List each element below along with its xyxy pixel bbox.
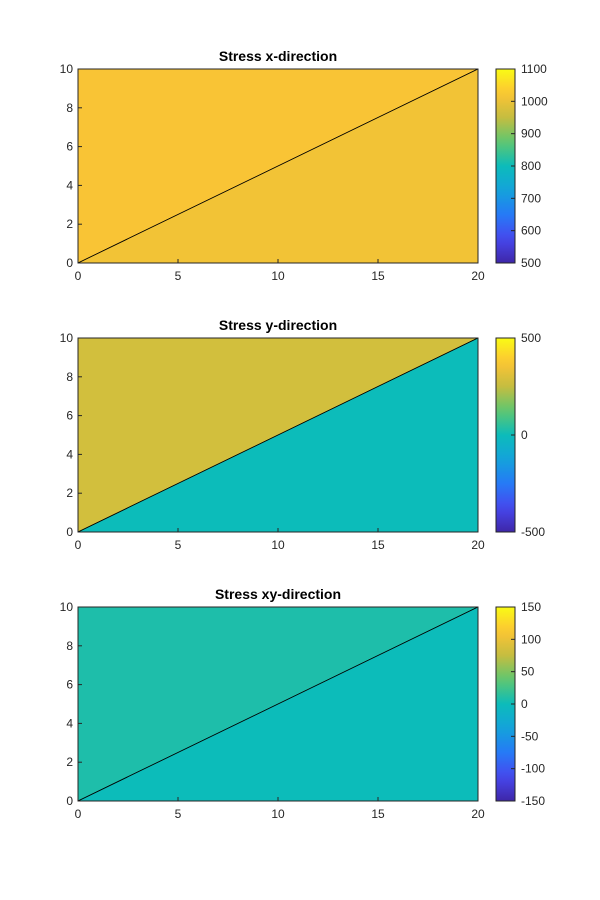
subplot-1: Stress x-direction 0 5 10 15 20 0 2 4 6 8 10 500 600 7…	[60, 48, 548, 283]
colorbar-tick-label: 1100	[521, 62, 547, 76]
subplot-3: Stress xy-direction 0 5 10 15 20 0 2 4 6 8 10 -150 -1…	[60, 586, 546, 821]
y-tick-label: 4	[66, 447, 73, 461]
y-tick-label: 6	[66, 140, 73, 154]
y-tick-label: 2	[66, 755, 73, 769]
y-tick-label: 10	[60, 600, 74, 614]
y-tick-label: 10	[60, 62, 74, 76]
y-tick-label: 2	[66, 217, 73, 231]
colorbar-tick-label: 150	[521, 600, 541, 614]
y-tick-label: 8	[66, 101, 73, 115]
colorbar-tick-label: 500	[521, 256, 541, 270]
colorbar-tick-label: 0	[521, 428, 528, 442]
y-tick-label: 0	[66, 525, 73, 539]
colorbar-tick-label: 1000	[521, 94, 548, 108]
colorbar-tick-label: 500	[521, 331, 541, 345]
colorbar-tick-label: -100	[521, 762, 545, 776]
plot-title: Stress xy-direction	[215, 586, 341, 602]
y-tick-label: 0	[66, 256, 73, 270]
y-tick-label: 6	[66, 678, 73, 692]
subplot-2: Stress y-direction 0 5 10 15 20 0 2 4 6 8 10 -500 0 50…	[60, 317, 546, 552]
colorbar-tick-label: 700	[521, 191, 541, 205]
x-tick-label: 0	[75, 538, 82, 552]
y-tick-label: 0	[66, 794, 73, 808]
x-tick-label: 5	[175, 807, 182, 821]
colorbar-tick-label: 0	[521, 697, 528, 711]
colorbar-tick-label: 50	[521, 665, 535, 679]
x-tick-label: 15	[371, 269, 385, 283]
x-tick-label: 0	[75, 269, 82, 283]
y-tick-label: 2	[66, 486, 73, 500]
x-tick-label: 10	[271, 269, 285, 283]
x-tick-label: 10	[271, 807, 285, 821]
y-tick-label: 8	[66, 639, 73, 653]
y-tick-label: 4	[66, 716, 73, 730]
colorbar-tick-label: 900	[521, 127, 541, 141]
x-tick-label: 10	[271, 538, 285, 552]
colorbar-tick-label: -500	[521, 525, 545, 539]
plot-title: Stress y-direction	[219, 317, 337, 333]
x-tick-label: 20	[471, 538, 485, 552]
x-tick-label: 20	[471, 807, 485, 821]
x-tick-label: 5	[175, 538, 182, 552]
x-tick-label: 15	[371, 807, 385, 821]
y-tick-label: 6	[66, 409, 73, 423]
x-tick-label: 20	[471, 269, 485, 283]
plot-title: Stress x-direction	[219, 48, 337, 64]
colorbar-tick-label: 800	[521, 159, 541, 173]
x-tick-label: 5	[175, 269, 182, 283]
colorbar-tick-label: 100	[521, 632, 541, 646]
x-tick-label: 15	[371, 538, 385, 552]
x-tick-label: 0	[75, 807, 82, 821]
y-tick-label: 10	[60, 331, 74, 345]
colorbar-tick-label: -150	[521, 794, 545, 808]
y-tick-label: 4	[66, 178, 73, 192]
colorbar-tick-label: 600	[521, 224, 541, 238]
colorbar-tick-label: -50	[521, 729, 539, 743]
y-tick-label: 8	[66, 370, 73, 384]
